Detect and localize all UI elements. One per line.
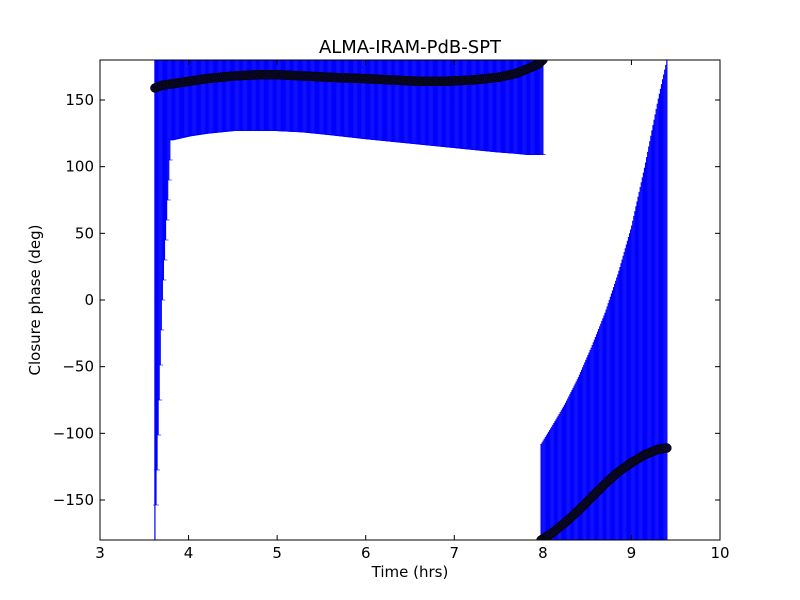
plot-area xyxy=(150,60,672,540)
chart-title: ALMA-IRAM-PdB-SPT xyxy=(319,37,502,58)
x-tick-label: 3 xyxy=(95,544,105,562)
y-axis-label: Closure phase (deg) xyxy=(26,225,44,376)
y-tick-label: 150 xyxy=(65,91,94,109)
point-group xyxy=(150,60,672,540)
x-axis-label: Time (hrs) xyxy=(371,563,449,581)
errorbar-group xyxy=(151,60,670,540)
x-tick-label: 8 xyxy=(538,544,548,562)
y-tick-label: −50 xyxy=(62,358,94,376)
x-tick-label: 4 xyxy=(184,544,194,562)
y-tick-label: −100 xyxy=(53,424,94,442)
x-tick-label: 10 xyxy=(710,544,729,562)
x-tick-label: 9 xyxy=(627,544,637,562)
y-tick-label: 0 xyxy=(84,291,94,309)
y-tick-label: 100 xyxy=(65,158,94,176)
x-tick-label: 6 xyxy=(361,544,371,562)
x-tick-label: 7 xyxy=(450,544,460,562)
y-tick-label: 50 xyxy=(75,224,94,242)
x-tick-label: 5 xyxy=(272,544,282,562)
data-point xyxy=(662,443,672,453)
axis-ticks: 3 4 5 6 7 8 9 10 −150 −100 −50 0 50 100 150 xyxy=(53,60,730,562)
y-tick-label: −150 xyxy=(53,491,94,509)
